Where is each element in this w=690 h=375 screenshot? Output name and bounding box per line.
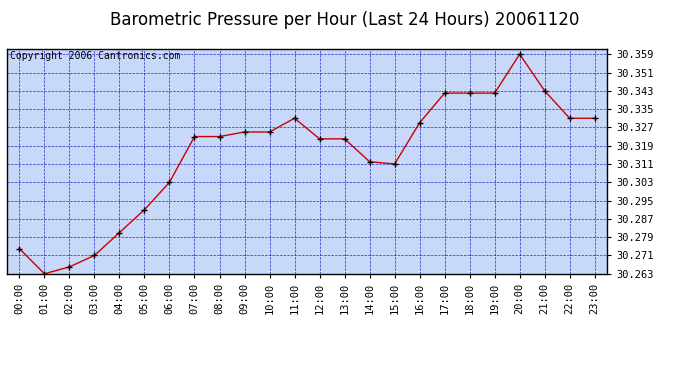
Text: Copyright 2006 Cantronics.com: Copyright 2006 Cantronics.com [10,51,180,61]
Text: Barometric Pressure per Hour (Last 24 Hours) 20061120: Barometric Pressure per Hour (Last 24 Ho… [110,11,580,29]
